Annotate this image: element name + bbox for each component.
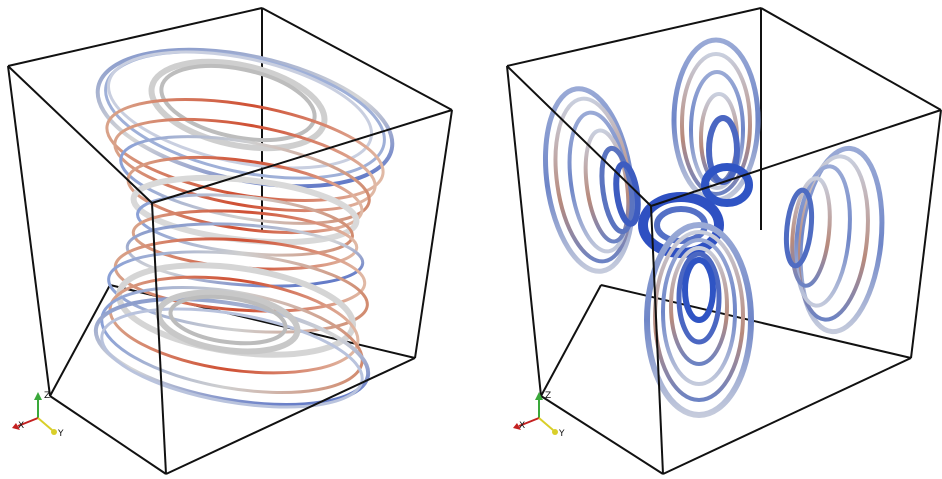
axis-label-z: Z: [545, 391, 551, 401]
streamtubes-top-lobe: [671, 37, 761, 207]
axis-label-y: Y: [57, 429, 64, 439]
streamtubes-bottom-lobe: [644, 222, 754, 418]
axis-label-x: X: [18, 421, 24, 431]
bounding-box-front: [7, 65, 453, 475]
axis-triad-right: Z X Y: [513, 391, 565, 439]
render-panel-left: Z X Y: [7, 7, 453, 475]
axis-triad-left: Z X Y: [12, 391, 64, 439]
axis-label-y: Y: [558, 429, 565, 439]
render-canvas-left: Z X Y: [7, 7, 453, 475]
render-panel-right: Z X Y: [471, 0, 942, 479]
streamtubes-right-lobe: [783, 145, 885, 335]
bounding-box-back: [506, 7, 942, 397]
streamtubes-bottom-lobe: [93, 237, 371, 409]
axis-label-z: Z: [44, 391, 50, 401]
render-canvas-right: Z X Y: [506, 7, 942, 475]
axis-label-x: X: [519, 421, 525, 431]
streamtubes-left-lobe: [542, 86, 641, 274]
bounding-box-front: [506, 65, 942, 475]
